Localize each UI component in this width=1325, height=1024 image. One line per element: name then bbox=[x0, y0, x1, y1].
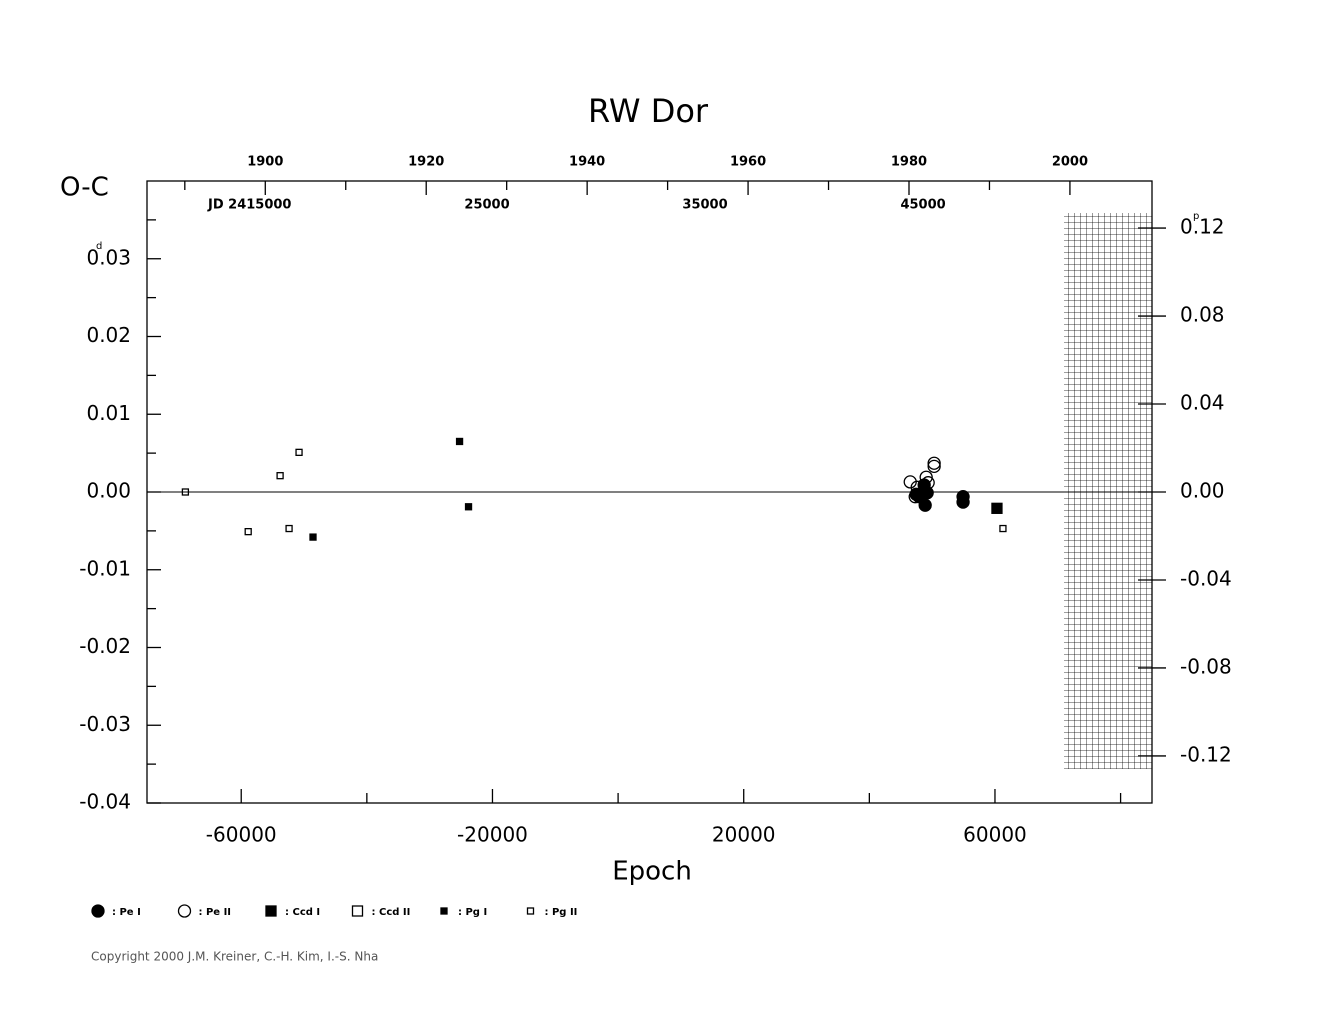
y2-tick-label: -0.04 bbox=[1180, 566, 1232, 590]
y2-tick-label: 0.08 bbox=[1180, 303, 1225, 327]
y2-unit: p bbox=[1193, 211, 1199, 222]
legend-marker bbox=[526, 907, 535, 915]
legend-label: : Pg II bbox=[545, 907, 578, 918]
jd-tick-label: 35000 bbox=[682, 198, 727, 213]
y-tick-label: -0.01 bbox=[79, 556, 131, 580]
year-tick-label: 2000 bbox=[1052, 155, 1088, 170]
point bbox=[919, 470, 933, 484]
x-tick-label: 60000 bbox=[963, 823, 1027, 847]
x-tick-label: -60000 bbox=[206, 823, 277, 847]
point bbox=[921, 476, 935, 490]
point bbox=[276, 472, 284, 480]
point bbox=[910, 480, 924, 494]
legend-marker bbox=[351, 905, 364, 917]
year-tick-label: 1960 bbox=[730, 155, 766, 170]
legend-marker bbox=[177, 904, 192, 918]
point bbox=[908, 490, 922, 504]
y2-tick-label: 0.12 bbox=[1180, 215, 1225, 239]
point bbox=[309, 533, 317, 541]
jd-label: JD 2415000 bbox=[207, 198, 291, 213]
y-axis-label: O-C bbox=[60, 173, 109, 203]
legend-label: : Pg I bbox=[458, 907, 487, 918]
year-tick-label: 1980 bbox=[891, 155, 927, 170]
legend-marker bbox=[91, 904, 105, 918]
copyright: Copyright 2000 J.M. Kreiner, C.-H. Kim, … bbox=[91, 950, 378, 964]
point bbox=[927, 459, 941, 473]
jd-tick-label: 25000 bbox=[464, 198, 509, 213]
hatched-region bbox=[1064, 213, 1152, 769]
legend-marker bbox=[265, 905, 277, 917]
x-tick-label: -20000 bbox=[457, 823, 528, 847]
year-tick-label: 1900 bbox=[247, 155, 283, 170]
point bbox=[464, 503, 473, 511]
y-tick-label: -0.02 bbox=[79, 634, 131, 658]
legend-label: : Pe I bbox=[112, 907, 141, 918]
y2-tick-label: 0.04 bbox=[1180, 391, 1225, 415]
point bbox=[991, 502, 1003, 514]
x-axis-label: Epoch bbox=[612, 857, 692, 887]
point bbox=[956, 495, 970, 509]
y-unit: d bbox=[96, 241, 102, 252]
y2-tick-label: -0.08 bbox=[1180, 654, 1232, 678]
x-tick-label: 20000 bbox=[712, 823, 776, 847]
point bbox=[295, 448, 303, 456]
point bbox=[999, 524, 1007, 533]
point bbox=[927, 456, 941, 470]
y-tick-label: 0.01 bbox=[86, 401, 131, 425]
y2-tick-label: -0.12 bbox=[1180, 742, 1232, 766]
point bbox=[285, 524, 293, 533]
y2-tick-label: 0.00 bbox=[1180, 479, 1225, 503]
point bbox=[455, 437, 464, 446]
chart-title: RW Dor bbox=[588, 92, 709, 130]
legend-label: : Ccd I bbox=[285, 907, 320, 918]
legend-label: : Ccd II bbox=[372, 907, 411, 918]
legend-marker bbox=[440, 907, 448, 915]
y-tick-label: -0.03 bbox=[79, 712, 131, 736]
point bbox=[181, 488, 190, 496]
year-tick-label: 1920 bbox=[408, 155, 444, 170]
legend-label: : Pe II bbox=[199, 907, 232, 918]
jd-tick-label: 45000 bbox=[900, 198, 945, 213]
point bbox=[244, 528, 252, 536]
y-tick-label: 0.00 bbox=[86, 479, 131, 503]
y-tick-label: 0.02 bbox=[86, 323, 131, 347]
y-tick-label: -0.04 bbox=[79, 790, 131, 814]
year-tick-label: 1940 bbox=[569, 155, 605, 170]
y-tick-label: 0.03 bbox=[86, 245, 131, 269]
